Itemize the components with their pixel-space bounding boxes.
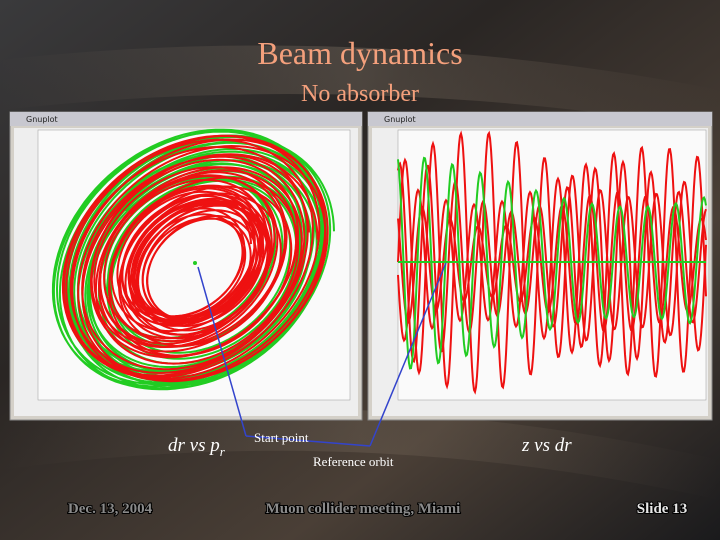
pointer-line [369, 262, 447, 447]
slide-title: Beam dynamics [257, 35, 462, 71]
start-annotation: Start point [254, 430, 309, 445]
plot-window: Gnuplot [9, 111, 363, 421]
trajectory [397, 145, 707, 378]
title-bar [368, 112, 712, 126]
plot-window: Gnuplot [367, 111, 713, 421]
slide-subtitle: No absorber [301, 81, 419, 107]
background-streak [0, 406, 720, 500]
pointer-line [197, 266, 247, 437]
trajectory [61, 134, 329, 383]
window-title: Gnuplot [26, 115, 58, 124]
footer-event: Muon collider meeting, Miami [266, 501, 461, 517]
trajectory [89, 153, 310, 359]
window-title: Gnuplot [384, 115, 416, 124]
footer-slide: Slide 13 [637, 501, 687, 517]
caption-text: dr vs p [168, 435, 220, 456]
reference-annotation: Reference orbit [313, 454, 394, 469]
trajectory [51, 128, 328, 391]
caption-subscript: r [220, 444, 226, 459]
left-caption: dr vs pr [168, 435, 226, 459]
right-caption: z vs dr [521, 435, 572, 456]
title-bar [10, 112, 362, 126]
background-streak [0, 45, 720, 130]
pointer-line [245, 435, 371, 447]
footer-date: Dec. 13, 2004 [68, 501, 153, 517]
trajectory [397, 156, 707, 370]
start-point [193, 261, 197, 265]
trajectory [97, 169, 298, 357]
pointer-lines [197, 262, 447, 447]
